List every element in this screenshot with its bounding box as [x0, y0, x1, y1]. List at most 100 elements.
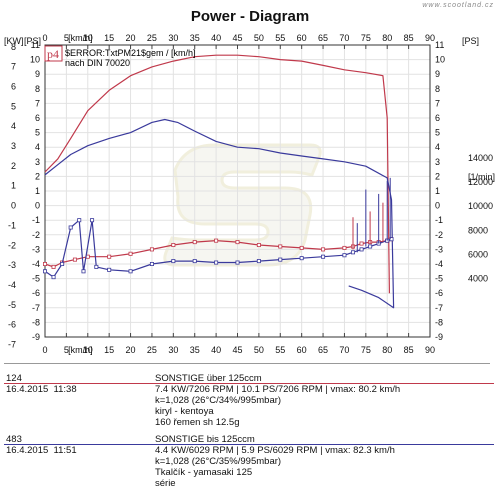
series-3-marker: [278, 244, 283, 249]
ps-tick-left--3: -3: [32, 244, 40, 254]
run-2-line-3: k=1,028 (26°C/35%/995mbar): [155, 456, 282, 467]
kw-tick--3: -3: [8, 260, 16, 270]
rpm-tick-14000: 14000: [468, 153, 493, 163]
chart-title: Power - Diagram: [190, 8, 310, 25]
ps-tick-right-11: 11: [435, 40, 444, 50]
run-1-line-2: 7.4 KW/7206 RPM | 10.1 PS/7206 RPM | vma…: [155, 384, 401, 395]
series-3-marker: [72, 257, 77, 262]
ps-tick-left-5: 5: [35, 128, 40, 138]
kw-tick--5: -5: [8, 300, 16, 310]
x-tick-bottom-65: 65: [318, 345, 328, 355]
x-tick-top-60: 60: [297, 33, 307, 43]
ps-tick-right-2: 2: [435, 171, 440, 181]
ps-tick-right-10: 10: [435, 55, 445, 65]
x-tick-bottom-15: 15: [104, 345, 114, 355]
x-tick-bottom-45: 45: [232, 345, 242, 355]
ps-tick-left-11: 11: [31, 40, 40, 50]
ps-tick-left--2: -2: [32, 230, 40, 240]
run-1-line-3: k=1,028 (26°C/34%/995mbar): [155, 395, 282, 406]
ps-tick-left-10: 10: [30, 55, 40, 65]
ps-tick-right-4: 4: [435, 142, 440, 152]
ps-tick-right--9: -9: [435, 332, 443, 342]
rpm-tick-6000: 6000: [468, 249, 488, 259]
right-rpm-label: [1/min]: [468, 172, 495, 182]
x-tick-top-55: 55: [275, 33, 285, 43]
rpm-tick-4000: 4000: [468, 274, 488, 284]
kw-tick--1: -1: [8, 220, 16, 230]
series-4-marker: [94, 264, 99, 269]
x-tick-bottom-85: 85: [404, 345, 414, 355]
series-4-marker: [342, 253, 347, 258]
kw-tick--7: -7: [8, 340, 16, 350]
series-3-marker: [171, 243, 176, 248]
series-4-marker: [68, 225, 73, 230]
run-2-line-5: série: [155, 478, 176, 489]
ps-tick-right-1: 1: [435, 186, 440, 196]
ps-tick-left-0: 0: [35, 201, 40, 211]
x-tick-top-25: 25: [147, 33, 157, 43]
series-4-marker: [128, 269, 133, 274]
run-2-line-2: 4.4 KW/6029 RPM | 5.9 PS/6029 RPM | vmax…: [155, 445, 395, 456]
x-tick-bottom-35: 35: [190, 345, 200, 355]
ps-tick-right-5: 5: [435, 128, 440, 138]
x-tick-top-75: 75: [361, 33, 371, 43]
series-4-marker: [81, 269, 86, 274]
left-kw-label: [KW]: [4, 36, 24, 46]
legend-badge-box: [44, 45, 63, 62]
x-tick-bottom-20: 20: [126, 345, 136, 355]
ps-tick-left-3: 3: [35, 157, 40, 167]
ps-tick-right--2: -2: [435, 230, 443, 240]
run-2-time: 11:51: [53, 445, 77, 456]
series-3-marker: [128, 251, 133, 256]
series-4-marker: [43, 269, 48, 274]
plot-frame: [44, 44, 431, 338]
run-1-color-line: [4, 383, 494, 384]
run-2-id-block: 483 16.4.2015 11:51: [6, 434, 77, 456]
ps-tick-right--5: -5: [435, 274, 443, 284]
series-4-marker: [171, 259, 176, 264]
kw-tick-6: 6: [11, 81, 16, 91]
x-tick-bottom-55: 55: [275, 345, 285, 355]
series-4-marker: [235, 260, 240, 265]
run-2-date: 16.4.2015: [6, 445, 49, 456]
rpm-tick-10000: 10000: [468, 201, 493, 211]
x-tick-top-65: 65: [318, 33, 328, 43]
run-1-line-1: SONSTIGE über 125ccm: [155, 373, 262, 384]
run-1-date: 16.4.2015: [6, 384, 49, 395]
x-tick-top-20: 20: [126, 33, 136, 43]
x-tick-bottom-50: 50: [254, 345, 264, 355]
series-4-marker: [389, 237, 394, 242]
x-tick-top-5: 5: [64, 33, 69, 43]
kw-tick-7: 7: [11, 62, 16, 72]
series-4-marker: [77, 218, 82, 223]
x-tick-top-0: 0: [42, 33, 47, 43]
ps-tick-right-0: 0: [435, 201, 440, 211]
series-4-marker: [350, 250, 355, 255]
x-axis-label-bottom: [km/h]: [68, 345, 93, 355]
run-2-details: SONSTIGE bis 125ccm 4.4 KW/6029 RPM | 5.…: [155, 434, 395, 489]
chart-legend: p4 $ERROR:TxtPM21$gem / [km/h] nach DIN …: [44, 45, 196, 68]
ps-tick-left--4: -4: [32, 259, 40, 269]
ps-tick-right--3: -3: [435, 244, 443, 254]
x-tick-top-40: 40: [211, 33, 221, 43]
ps-tick-left-4: 4: [35, 142, 40, 152]
ps-tick-right--6: -6: [435, 288, 443, 298]
divider-top: [4, 363, 490, 364]
ps-tick-right--1: -1: [435, 215, 443, 225]
run-1-line-4: kiryl - kentoya: [155, 406, 214, 417]
series-3-marker: [51, 264, 56, 269]
legend-line-1: $ERROR:TxtPM21$gem / [km/h]: [65, 48, 196, 58]
x-tick-top-45: 45: [232, 33, 242, 43]
ps-tick-left-1: 1: [35, 186, 40, 196]
x-tick-top-15: 15: [104, 33, 114, 43]
kw-tick--4: -4: [8, 280, 16, 290]
kw-tick-0: 0: [11, 201, 16, 211]
grid-lines: [44, 44, 431, 338]
series-4-marker: [299, 256, 304, 261]
series-3-marker: [149, 247, 154, 252]
x-tick-bottom-30: 30: [168, 345, 178, 355]
x-tick-bottom-0: 0: [42, 345, 47, 355]
series-group: [43, 54, 395, 309]
series-3-marker: [299, 245, 304, 250]
x-tick-top-30: 30: [168, 33, 178, 43]
